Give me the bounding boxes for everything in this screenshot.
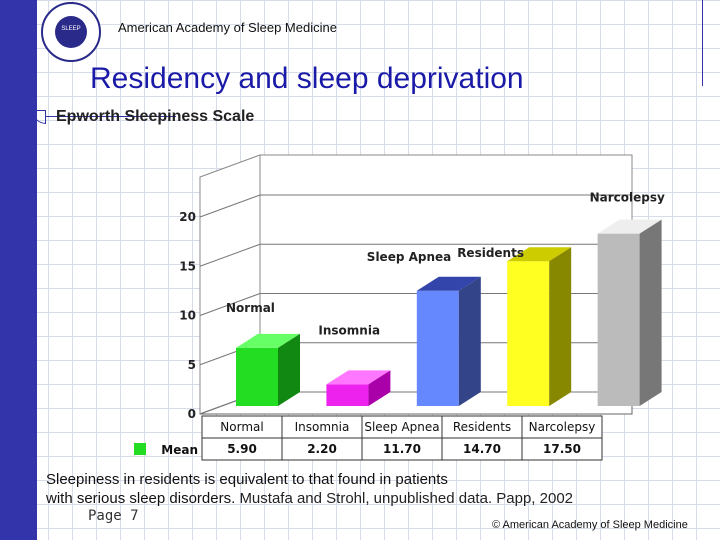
x-tick-label: Insomnia [295, 420, 350, 434]
bar-side [278, 333, 300, 406]
body-line-2: with serious sleep disorders. [46, 490, 236, 507]
bar-top [416, 276, 481, 291]
x-tick-label: Residents [453, 420, 511, 434]
y-tick-label: 10 [179, 309, 196, 323]
bar [597, 233, 640, 406]
bar-side [549, 247, 572, 406]
copyright-notice: © American Academy of Sleep Medicine [492, 519, 688, 531]
bar [236, 347, 278, 406]
bar-label: Sleep Apnea [367, 250, 451, 264]
page-number: Page 7 [88, 508, 139, 524]
x-tick-label: Narcolepsy [529, 420, 596, 434]
x-tick-label: Sleep Apnea [364, 420, 439, 434]
organization-name: American Academy of Sleep Medicine [118, 20, 337, 35]
body-line-1: Sleepiness in residents is equivalent to… [46, 471, 448, 488]
bar-label: Residents [457, 246, 524, 260]
logo-emblem [55, 16, 87, 48]
bar-top [236, 333, 300, 348]
bar-side [639, 219, 662, 406]
x-tick-label: Normal [220, 420, 263, 434]
bar-label: Normal [226, 301, 275, 315]
bar [507, 261, 550, 406]
data-value-label: 11.70 [383, 442, 421, 456]
bar-label: Insomnia [318, 323, 380, 337]
legend-label: Mean [161, 443, 198, 457]
bar-side [458, 276, 481, 406]
chart-layer: 0 5 10 15 20 Normal Insomnia Sleep Apnea Residen… [134, 154, 665, 461]
bar-top [597, 219, 662, 234]
y-tick-label: 20 [179, 210, 196, 224]
slide-title: Residency and sleep deprivation [90, 62, 524, 95]
decorative-line [702, 0, 703, 86]
data-value-label: 2.20 [307, 442, 337, 456]
bar-top [326, 370, 391, 385]
bar-label: Narcolepsy [590, 191, 665, 205]
bar-chart-3d: 0 5 10 15 20 Normal Insomnia Sleep Apnea Residen… [134, 154, 665, 461]
data-value-label: 17.50 [543, 442, 581, 456]
data-value-label: 5.90 [227, 442, 257, 456]
y-tick-label: 0 [188, 407, 196, 421]
logo-text: SLEEP [61, 26, 81, 32]
data-value-label: 14.70 [463, 442, 501, 456]
gridline [199, 194, 632, 218]
bar-side [368, 370, 391, 406]
y-tick-label: 15 [179, 259, 196, 273]
left-accent-bar [0, 0, 37, 540]
decorative-line [46, 116, 176, 117]
bar [326, 384, 369, 406]
aasm-logo: SLEEP [41, 2, 101, 62]
bar-top [507, 247, 572, 262]
legend-marker [134, 443, 146, 455]
y-tick-label: 5 [188, 358, 196, 372]
chart-subtitle: Epworth Sleepiness Scale [56, 108, 255, 125]
bar [416, 290, 459, 406]
gridline [199, 243, 632, 267]
citation: Mustafa and Strohl, unpublished data. Pa… [239, 490, 574, 507]
body-text: Sleepiness in residents is equivalent to… [46, 470, 706, 508]
